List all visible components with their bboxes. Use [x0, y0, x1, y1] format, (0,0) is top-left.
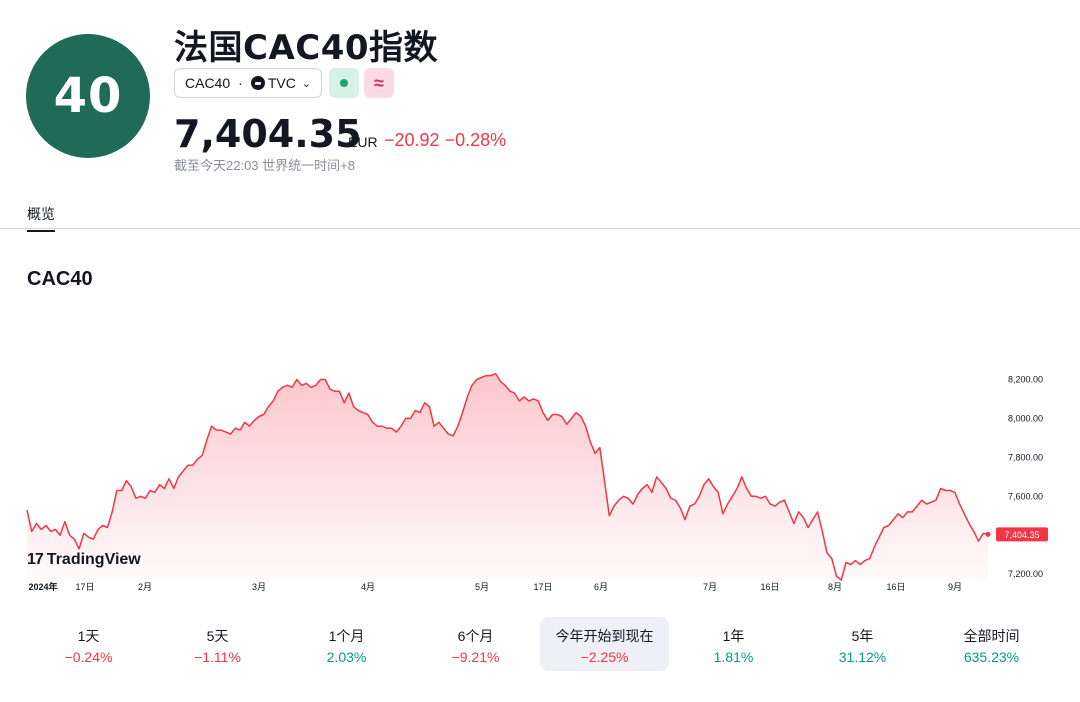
- period-1y[interactable]: 1年 1.81%: [669, 617, 798, 671]
- last-price-label: 7,404.35: [1004, 530, 1039, 540]
- period-label: 6个月: [457, 628, 494, 644]
- y-tick-label: 7,600.00: [1008, 491, 1043, 501]
- chart-title: CAC40: [27, 268, 93, 290]
- current-price: 7,404.35: [174, 112, 362, 156]
- price-line: [26, 372, 989, 581]
- period-value: −0.24%: [64, 649, 113, 665]
- y-tick-label: 7,800.00: [1008, 452, 1043, 462]
- x-tick-label: 2024年: [28, 581, 57, 592]
- period-label: 1年: [722, 628, 745, 644]
- tradingview-watermark: 17 TradingView: [27, 551, 141, 569]
- x-tick-label: 6月: [594, 582, 608, 592]
- period-value: −9.21%: [451, 649, 500, 665]
- x-tick-label: 16日: [760, 582, 779, 592]
- currency-label: EUR: [348, 134, 378, 150]
- period-5d[interactable]: 5天 −1.11%: [153, 617, 282, 671]
- symbol-label: CAC40: [185, 75, 231, 91]
- price-change: −20.92 −0.28%: [384, 130, 506, 151]
- page-title: 法国CAC40指数: [174, 28, 439, 68]
- x-tick-label: 3月: [252, 582, 266, 592]
- y-tick-label: 8,000.00: [1008, 413, 1043, 423]
- logo-text: 40: [53, 68, 123, 124]
- last-price-dot: [985, 531, 991, 537]
- period-ytd[interactable]: 今年开始到现在 −2.25%: [540, 617, 669, 671]
- period-value: 635.23%: [963, 649, 1020, 665]
- period-1m[interactable]: 1个月 2.03%: [282, 617, 411, 671]
- period-value: −1.11%: [194, 649, 241, 665]
- y-tick-label: 7,200.00: [1008, 569, 1043, 579]
- period-value: 1.81%: [713, 649, 754, 665]
- price-area-fill: [27, 373, 988, 582]
- tab-overview[interactable]: 概览: [27, 204, 55, 232]
- chevron-down-icon: ⌄: [301, 77, 311, 90]
- symbol-separator: ·: [238, 75, 243, 91]
- price-chart[interactable]: 8,200.00 8,000.00 7,800.00 7,600.00 7,200.00…: [0, 300, 1080, 610]
- x-tick-label: 16日: [886, 582, 905, 592]
- x-tick-label: 8月: [828, 582, 842, 592]
- period-value: 31.12%: [838, 649, 887, 665]
- period-label: 今年开始到现在: [555, 628, 654, 644]
- market-status-badge[interactable]: [329, 68, 359, 98]
- period-label: 全部时间: [963, 628, 1020, 644]
- tradingview-logo-icon: [250, 76, 265, 90]
- x-tick-label: 4月: [361, 582, 375, 592]
- index-logo: 40: [26, 34, 150, 158]
- period-all[interactable]: 全部时间 635.23%: [927, 617, 1056, 671]
- period-value: 2.03%: [326, 649, 367, 665]
- period-label: 5年: [851, 628, 874, 644]
- last-price-tag: [996, 527, 1048, 542]
- tab-divider: [0, 228, 1080, 229]
- x-tick-label: 17日: [533, 582, 552, 592]
- symbol-selector[interactable]: CAC40 · TVC ⌄: [174, 68, 322, 98]
- x-tick-label: 9月: [948, 582, 962, 592]
- x-tick-label: 17日: [75, 582, 94, 592]
- period-1d[interactable]: 1天 −0.24%: [24, 617, 153, 671]
- period-label: 5天: [206, 628, 229, 644]
- performance-periods: 1天 −0.24% 5天 −1.11% 1个月 2.03% 6个月 −9.21% 今年开…: [24, 617, 1056, 671]
- period-6m[interactable]: 6个月 −9.21%: [411, 617, 540, 671]
- change-pct: −0.28%: [444, 130, 507, 150]
- period-label: 1天: [77, 628, 100, 644]
- y-tick-label: 8,200.00: [1008, 374, 1043, 384]
- change-abs: −20.92: [384, 130, 440, 150]
- period-label: 1个月: [328, 628, 365, 644]
- approx-icon: ≈: [374, 72, 384, 93]
- price-timestamp: 截至今天22:03 世界统一时间+8: [174, 158, 355, 173]
- exchange-label: TVC: [267, 75, 296, 91]
- delayed-data-badge[interactable]: ≈: [364, 68, 394, 98]
- period-value: −2.25%: [580, 649, 629, 665]
- x-tick-label: 7月: [703, 582, 717, 592]
- tradingview-mark-icon: 17: [27, 551, 44, 568]
- watermark-text: TradingView: [46, 551, 141, 568]
- x-tick-label: 5月: [475, 582, 489, 592]
- status-dot-icon: [340, 79, 348, 87]
- x-tick-label: 2月: [138, 582, 152, 592]
- period-5y[interactable]: 5年 31.12%: [798, 617, 927, 671]
